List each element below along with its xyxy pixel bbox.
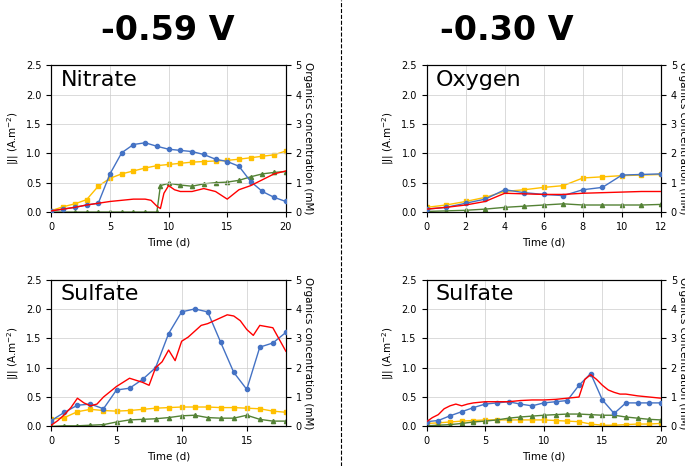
Text: Sulfate: Sulfate xyxy=(436,284,514,304)
X-axis label: Time (d): Time (d) xyxy=(522,237,565,247)
Text: Nitrate: Nitrate xyxy=(61,69,138,89)
Y-axis label: |J| (A.m$^{-2}$): |J| (A.m$^{-2}$) xyxy=(5,326,21,380)
X-axis label: Time (d): Time (d) xyxy=(147,452,190,462)
Y-axis label: Organics concentration (mM): Organics concentration (mM) xyxy=(678,62,685,215)
Y-axis label: |J| (A.m$^{-2}$): |J| (A.m$^{-2}$) xyxy=(5,112,21,165)
X-axis label: Time (d): Time (d) xyxy=(147,237,190,247)
X-axis label: Time (d): Time (d) xyxy=(522,452,565,462)
Y-axis label: Organics concentration (mM): Organics concentration (mM) xyxy=(678,277,685,429)
Y-axis label: Organics concentration (mM): Organics concentration (mM) xyxy=(303,62,313,215)
Text: Sulfate: Sulfate xyxy=(61,284,139,304)
Text: Oxygen: Oxygen xyxy=(436,69,521,89)
Text: -0.59 V: -0.59 V xyxy=(101,14,235,47)
Text: -0.30 V: -0.30 V xyxy=(440,14,574,47)
Y-axis label: |J| (A.m$^{-2}$): |J| (A.m$^{-2}$) xyxy=(380,326,396,380)
Y-axis label: Organics concentration (mM): Organics concentration (mM) xyxy=(303,277,313,429)
Y-axis label: |J| (A.m$^{-2}$): |J| (A.m$^{-2}$) xyxy=(380,112,396,165)
